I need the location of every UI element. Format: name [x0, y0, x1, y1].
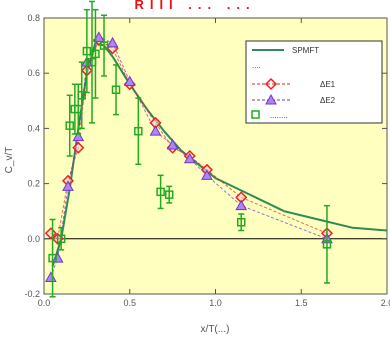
square-marker	[156, 187, 165, 197]
triangle-marker	[51, 252, 64, 263]
square-marker	[91, 49, 100, 59]
triangle-marker	[201, 169, 213, 180]
series-3	[48, 0, 332, 298]
x-axis-ticks: 0.0 0.5 1.0 1.5 2.0	[38, 18, 390, 308]
square-marker	[82, 46, 92, 56]
y-tick-label: 0.6	[27, 68, 40, 78]
triangle-marker	[166, 138, 179, 150]
square-marker	[56, 234, 66, 244]
triangle-marker	[62, 180, 74, 191]
legend-marker-exp	[251, 110, 260, 119]
x-tick-label: 1.0	[209, 298, 222, 308]
triangle-marker	[93, 31, 105, 42]
legend-marker-e2	[265, 93, 277, 105]
triangle-marker	[45, 271, 57, 282]
legend-label-exp: ........	[270, 111, 288, 120]
y-tick-label: 0.4	[27, 123, 40, 133]
legend-label-e2: ΔE2	[320, 96, 336, 105]
square-marker	[111, 85, 121, 95]
y-tick-label: 0.2	[27, 179, 40, 189]
diamond-marker	[44, 227, 57, 240]
y-tick-label: 0.8	[27, 13, 40, 23]
x-tick-label: 0.0	[38, 298, 51, 308]
triangle-marker	[149, 125, 162, 136]
triangle-marker	[106, 36, 119, 48]
square-marker	[322, 240, 332, 249]
square-marker	[48, 253, 57, 263]
triangle-marker	[235, 199, 248, 211]
legend-header: ....	[252, 61, 261, 70]
x-tick-label: 1.5	[295, 298, 308, 308]
legend: SPMFT .... ΔE1 ΔE2 ........	[245, 40, 383, 124]
square-marker	[65, 121, 74, 130]
triangle-marker	[123, 75, 136, 86]
y-tick-label: 0.0	[27, 234, 40, 244]
y-tick-label: -0.2	[24, 289, 40, 299]
square-marker	[236, 217, 246, 227]
triangle-marker	[183, 152, 196, 164]
legend-marker-e1	[264, 77, 278, 91]
series-connector	[50, 36, 328, 278]
y-axis-label: C_v/T	[4, 147, 15, 174]
diamond-marker	[72, 141, 85, 154]
triangle-marker	[72, 130, 85, 142]
square-marker	[134, 126, 143, 136]
data-series	[44, 0, 388, 298]
y-axis-ticks: 0.8 0.6 0.4 0.2 0.0 -0.2	[24, 13, 387, 299]
x-tick-label: 2.0	[381, 298, 390, 308]
x-axis-label: x/T(...)	[201, 324, 230, 335]
square-marker	[164, 190, 174, 199]
chart-title: RIII ... ...	[134, 0, 256, 12]
legend-label-spmft: SPMFT	[292, 46, 319, 55]
square-marker	[77, 91, 86, 100]
x-tick-label: 0.5	[123, 298, 136, 308]
legend-label-e1: ΔE1	[320, 80, 336, 89]
square-marker	[99, 41, 109, 50]
